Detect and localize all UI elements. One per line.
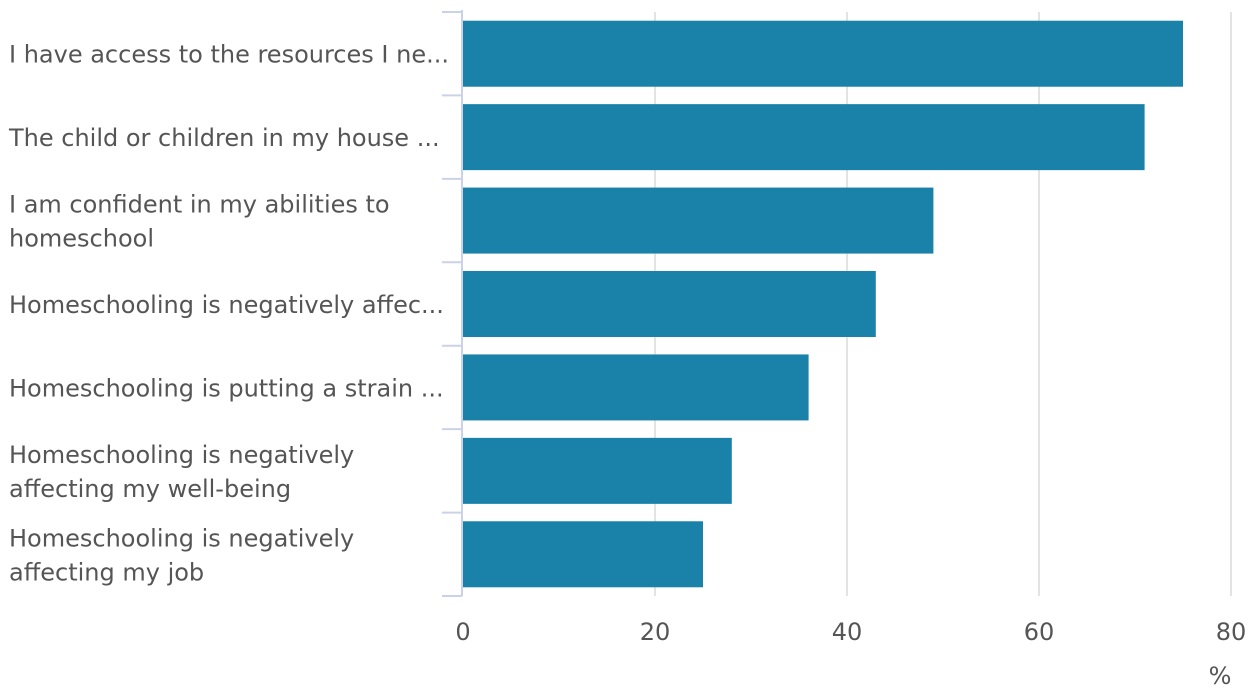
category-label-line: I am confident in my abilities to: [9, 191, 390, 219]
category-label-line: affecting my job: [9, 558, 204, 586]
bar[interactable]: [463, 20, 1183, 87]
category-label: Homeschooling is putting a strain ...: [9, 374, 444, 402]
bars: [463, 20, 1183, 588]
x-tick-label: 0: [455, 618, 470, 646]
x-tick-label: 60: [1024, 618, 1055, 646]
bar[interactable]: [463, 354, 809, 421]
bar[interactable]: [463, 521, 703, 588]
category-axis: [442, 10, 463, 597]
x-tick-label: 20: [640, 618, 671, 646]
bar[interactable]: [463, 271, 876, 337]
category-label: Homeschooling is negatively affecting my …: [9, 524, 354, 586]
category-label: Homeschooling is negatively affec...: [9, 291, 444, 319]
category-label-line: homeschool: [9, 225, 154, 253]
category-label: Homeschooling is negatively affecting my …: [9, 441, 354, 503]
x-tick-labels: 0 20 40 60 80: [455, 618, 1246, 646]
bar[interactable]: [463, 437, 732, 504]
category-label-line: I have access to the resources I ne...: [9, 41, 449, 69]
category-label-line: Homeschooling is negatively: [9, 524, 354, 552]
category-label: I am confident in my abilities to homesch…: [9, 191, 390, 253]
bar[interactable]: [463, 104, 1145, 171]
bar[interactable]: [463, 187, 934, 254]
category-labels: I have access to the resources I ne... Th…: [8, 41, 449, 587]
category-label-line: Homeschooling is negatively: [9, 441, 354, 469]
category-label: The child or children in my house ...: [8, 124, 440, 152]
category-label-line: Homeschooling is negatively affec...: [9, 291, 444, 319]
category-label-line: Homeschooling is putting a strain ...: [9, 374, 444, 402]
x-tick-label: 40: [832, 618, 863, 646]
category-label-line: affecting my well-being: [9, 475, 291, 503]
category-label: I have access to the resources I ne...: [9, 41, 449, 69]
x-unit-label: %: [1209, 662, 1232, 688]
x-tick-label: 80: [1216, 618, 1247, 646]
category-label-line: The child or children in my house ...: [8, 124, 440, 152]
